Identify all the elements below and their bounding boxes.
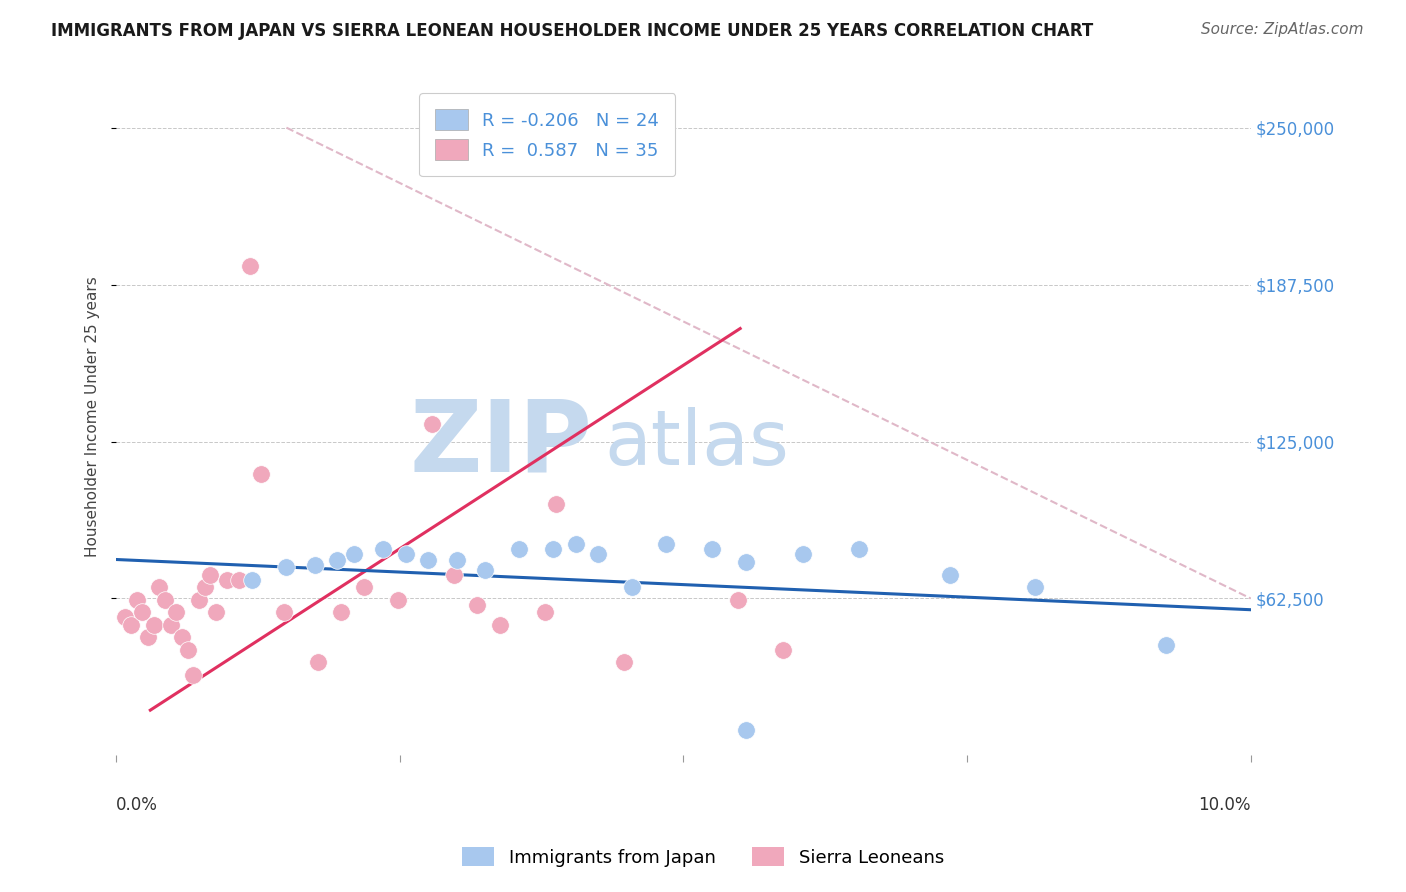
Point: [131, 605, 153, 619]
Point: [183, 668, 205, 682]
Point: [418, 552, 440, 566]
Point: [474, 563, 496, 577]
Point: [848, 542, 870, 557]
Point: [1154, 638, 1177, 652]
Point: [420, 417, 443, 431]
Point: [727, 592, 749, 607]
Point: [1024, 580, 1046, 594]
Point: [217, 573, 239, 587]
Point: [939, 567, 962, 582]
Point: [142, 617, 165, 632]
Point: [613, 656, 636, 670]
Point: [250, 467, 273, 482]
Legend: R = -0.206   N = 24, R =  0.587   N = 35: R = -0.206 N = 24, R = 0.587 N = 35: [419, 94, 675, 177]
Text: ZIP: ZIP: [409, 395, 593, 492]
Point: [165, 605, 187, 619]
Point: [700, 542, 723, 557]
Point: [394, 548, 416, 562]
Point: [125, 592, 148, 607]
Point: [564, 537, 586, 551]
Point: [276, 560, 298, 574]
Point: [772, 643, 794, 657]
Point: [120, 617, 142, 632]
Point: [329, 605, 352, 619]
Point: [304, 558, 326, 572]
Point: [541, 542, 564, 557]
Point: [446, 552, 468, 566]
Point: [148, 580, 170, 594]
Point: [508, 542, 530, 557]
Point: [159, 617, 181, 632]
Point: [546, 497, 568, 511]
Point: [114, 610, 136, 624]
Point: [792, 548, 814, 562]
Point: [153, 592, 176, 607]
Point: [188, 592, 211, 607]
Point: [205, 605, 228, 619]
Point: [200, 567, 222, 582]
Point: [343, 548, 366, 562]
Point: [170, 631, 193, 645]
Point: [326, 552, 349, 566]
Point: [534, 605, 557, 619]
Point: [242, 573, 264, 587]
Point: [621, 580, 644, 594]
Text: 0.0%: 0.0%: [117, 796, 157, 814]
Point: [488, 617, 510, 632]
Point: [588, 548, 610, 562]
Point: [443, 567, 465, 582]
Y-axis label: Householder Income Under 25 years: Householder Income Under 25 years: [86, 276, 100, 557]
Point: [177, 643, 200, 657]
Point: [228, 573, 250, 587]
Point: [353, 580, 375, 594]
Point: [655, 537, 678, 551]
Text: 10.0%: 10.0%: [1198, 796, 1251, 814]
Point: [734, 555, 756, 569]
Point: [273, 605, 295, 619]
Point: [136, 631, 159, 645]
Point: [239, 259, 262, 273]
Point: [371, 542, 394, 557]
Point: [307, 656, 329, 670]
Point: [194, 580, 217, 594]
Text: Source: ZipAtlas.com: Source: ZipAtlas.com: [1201, 22, 1364, 37]
Legend: Immigrants from Japan, Sierra Leoneans: Immigrants from Japan, Sierra Leoneans: [454, 840, 952, 874]
Text: IMMIGRANTS FROM JAPAN VS SIERRA LEONEAN HOUSEHOLDER INCOME UNDER 25 YEARS CORREL: IMMIGRANTS FROM JAPAN VS SIERRA LEONEAN …: [51, 22, 1092, 40]
Point: [465, 598, 488, 612]
Text: atlas: atlas: [605, 407, 789, 481]
Point: [387, 592, 409, 607]
Point: [734, 723, 756, 738]
